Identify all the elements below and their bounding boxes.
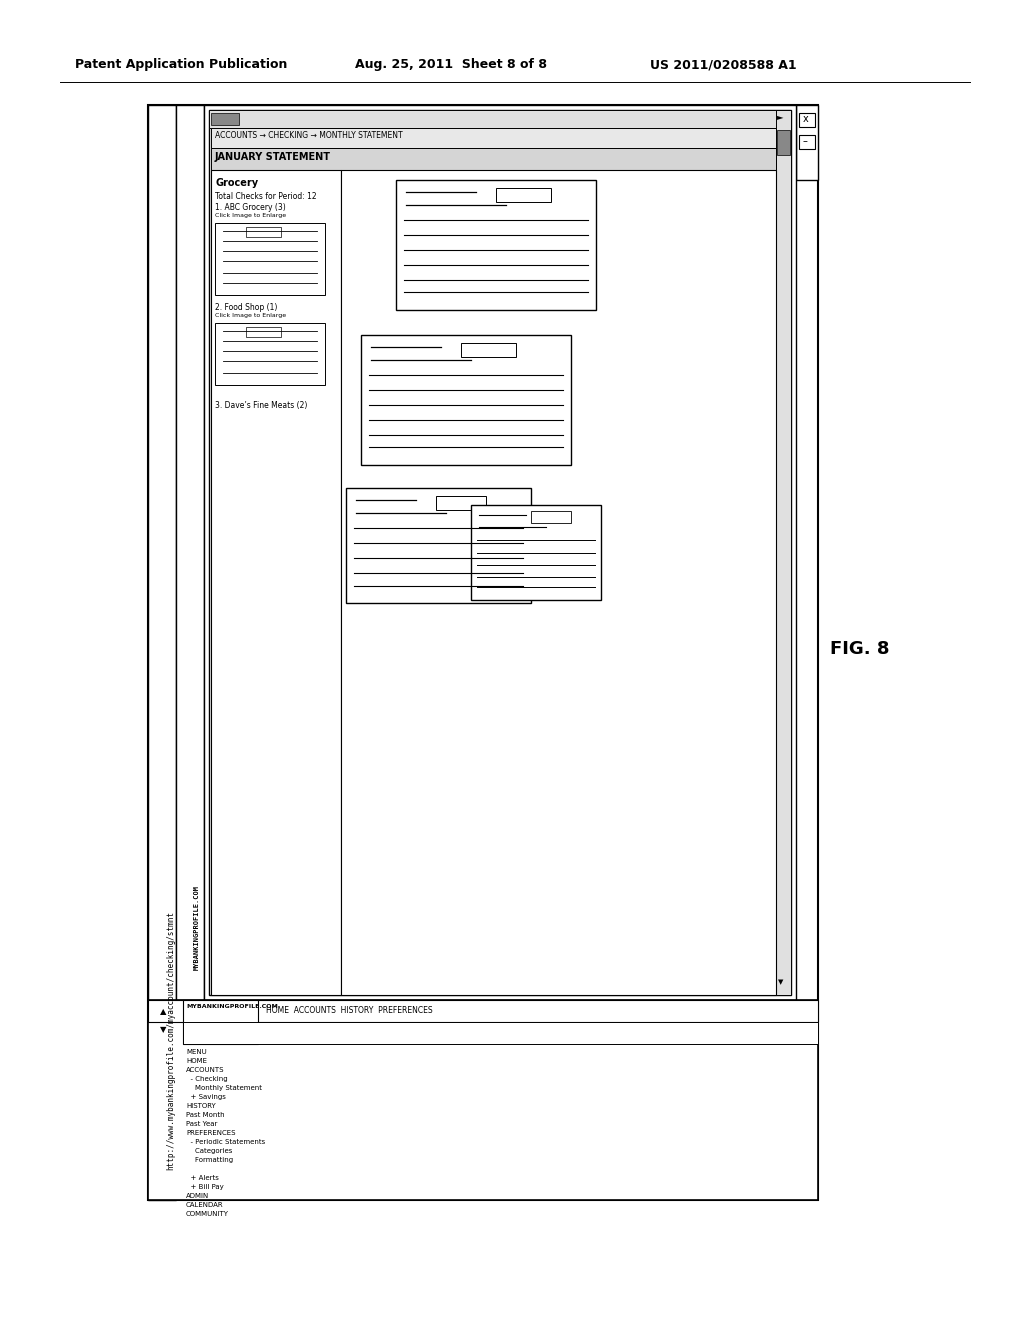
Bar <box>341 170 776 995</box>
Text: MENU: MENU <box>186 1049 207 1055</box>
Text: 1. ABC Grocery (3): 1. ABC Grocery (3) <box>215 203 286 213</box>
Text: US 2011/0208588 A1: US 2011/0208588 A1 <box>650 58 797 71</box>
Text: Aug. 25, 2011  Sheet 8 of 8: Aug. 25, 2011 Sheet 8 of 8 <box>355 58 547 71</box>
Bar <box>461 343 516 356</box>
Bar <box>799 135 815 149</box>
Text: 2. Food Shop (1): 2. Food Shop (1) <box>215 304 278 312</box>
Bar <box>361 335 571 465</box>
Bar <box>496 187 551 202</box>
Text: HOME: HOME <box>186 1059 207 1064</box>
Bar <box>211 114 239 125</box>
Text: ►: ► <box>777 112 783 121</box>
Bar <box>777 129 790 154</box>
Text: ▼: ▼ <box>160 1026 167 1034</box>
Text: Patent Application Publication: Patent Application Publication <box>75 58 288 71</box>
Text: - Checking: - Checking <box>186 1076 227 1082</box>
Bar <box>776 110 791 995</box>
Bar <box>176 106 204 1001</box>
Text: Formatting: Formatting <box>186 1158 233 1163</box>
Bar <box>246 227 281 238</box>
Text: MYBANKINGPROFILE.COM: MYBANKINGPROFILE.COM <box>186 1005 278 1008</box>
Bar <box>211 128 776 148</box>
Bar <box>531 511 571 523</box>
Text: Click Image to Enlarge: Click Image to Enlarge <box>215 213 286 218</box>
Text: + Alerts: + Alerts <box>186 1175 219 1181</box>
Text: Categories: Categories <box>186 1148 232 1154</box>
Text: ACCOUNTS → CHECKING → MONTHLY STATEMENT: ACCOUNTS → CHECKING → MONTHLY STATEMENT <box>215 131 402 140</box>
Bar <box>799 114 815 127</box>
Text: FIG. 8: FIG. 8 <box>830 640 890 657</box>
Bar <box>436 496 486 510</box>
Text: Monthly Statement: Monthly Statement <box>186 1085 262 1092</box>
Bar <box>148 1001 818 1200</box>
Text: PREFERENCES: PREFERENCES <box>186 1130 236 1137</box>
Bar <box>215 223 325 294</box>
Text: ADMIN: ADMIN <box>186 1193 209 1199</box>
Text: Total Checks for Period: 12: Total Checks for Period: 12 <box>215 191 316 201</box>
Text: - Periodic Statements: - Periodic Statements <box>186 1139 265 1144</box>
Bar <box>209 110 791 128</box>
Text: + Savings: + Savings <box>186 1094 226 1100</box>
Bar <box>246 327 281 337</box>
Bar <box>346 488 531 603</box>
Bar <box>396 180 596 310</box>
Text: CALENDAR: CALENDAR <box>186 1203 223 1208</box>
Text: HISTORY: HISTORY <box>186 1104 216 1109</box>
Bar <box>148 106 176 1200</box>
Bar <box>148 1001 818 1022</box>
Bar <box>796 106 818 180</box>
Text: –: – <box>803 136 808 147</box>
Text: 3. Dave’s Fine Meats (2): 3. Dave’s Fine Meats (2) <box>215 401 307 411</box>
Text: JANUARY STATEMENT: JANUARY STATEMENT <box>215 152 331 162</box>
Bar <box>204 106 796 1001</box>
Text: + Bill Pay: + Bill Pay <box>186 1184 224 1191</box>
Bar <box>211 148 776 170</box>
Bar <box>471 506 601 601</box>
Text: COMMUNITY: COMMUNITY <box>186 1210 229 1217</box>
Text: Click Image to Enlarge: Click Image to Enlarge <box>215 313 286 318</box>
Text: HOME  ACCOUNTS  HISTORY  PREFERENCES: HOME ACCOUNTS HISTORY PREFERENCES <box>266 1006 432 1015</box>
Text: Past Year: Past Year <box>186 1121 217 1127</box>
Text: Grocery: Grocery <box>215 178 258 187</box>
Text: Past Month: Past Month <box>186 1111 224 1118</box>
Bar <box>183 1001 258 1044</box>
Text: ▲: ▲ <box>160 1007 167 1016</box>
Text: x: x <box>803 114 809 124</box>
Bar <box>148 106 818 1200</box>
Bar <box>183 1022 818 1044</box>
Text: ▼: ▼ <box>778 979 783 985</box>
Text: MYBANKINGPROFILE.COM: MYBANKINGPROFILE.COM <box>194 884 200 970</box>
Bar <box>215 323 325 385</box>
Bar <box>209 110 791 995</box>
Text: http://www.mybankingprofile.com/myaccount/checking/stmnt: http://www.mybankingprofile.com/myaccoun… <box>166 911 175 1170</box>
Text: ACCOUNTS: ACCOUNTS <box>186 1067 224 1073</box>
Bar <box>211 170 341 995</box>
